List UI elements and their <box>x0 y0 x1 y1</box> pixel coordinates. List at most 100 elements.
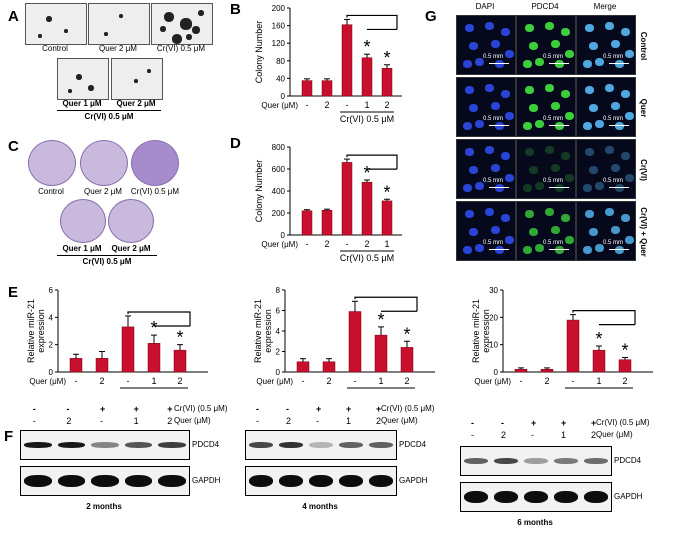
chart-b: B 0 40 80 120 160 200 Colony Number - 2 - * 1 * 2 Quer … <box>230 1 402 124</box>
chart-e1-ytick-label-1: 2 <box>49 341 54 350</box>
g-image-1-2: 0.5 mm <box>576 77 636 137</box>
scale-bar <box>609 125 629 126</box>
scale-bar <box>609 249 629 250</box>
chart-e1-bar-3 <box>147 343 161 373</box>
a-top-label-1: Quer 2 μM <box>99 44 137 53</box>
nucleus <box>529 104 538 112</box>
nucleus <box>615 60 624 68</box>
f0-quer-0: - <box>32 416 36 426</box>
chart-e1-cat-0: - <box>75 376 78 386</box>
c-bottom-label-1: Quer 2 μM <box>111 244 151 253</box>
nucleus <box>463 122 472 130</box>
chart-e3-bar-2 <box>566 319 580 373</box>
blot-band <box>554 458 578 464</box>
chart-e3-cat-4: 2 <box>622 376 627 386</box>
f1-time-label: 4 months <box>302 502 338 511</box>
g-image-2-0: 0.5 mm <box>456 139 516 199</box>
chart-e1-xlabel: Quer (μM) <box>29 377 66 386</box>
scale-label: 0.5 mm <box>483 54 504 60</box>
f0-time-label: 2 months <box>86 502 122 511</box>
f0-crvi-label: Cr(VI) (0.5 μM) <box>174 404 228 413</box>
panel-label-c: C <box>8 138 19 155</box>
chart-d-bracket <box>346 154 398 170</box>
nucleus <box>605 146 614 154</box>
chart-d-ytick-label-2: 400 <box>272 187 286 196</box>
chart-e2-bar-1 <box>322 361 336 373</box>
chart-d-star-3: * <box>363 163 370 183</box>
f2-quer-3: 1 <box>561 430 567 440</box>
chart-e2-cat-0: - <box>302 376 305 386</box>
chart-e2-star-3: * <box>377 310 384 330</box>
f1-crvi-0: - <box>256 404 259 414</box>
nucleus <box>491 40 500 48</box>
g-image-0-0: 0.5 mm <box>456 15 516 75</box>
nucleus <box>585 148 594 156</box>
nucleus <box>561 28 570 36</box>
chart-b-bar-3 <box>361 57 373 97</box>
blot-band <box>124 475 153 487</box>
nucleus <box>469 228 478 236</box>
f1-gapdh-label: GAPDH <box>399 476 428 485</box>
chart-e3-star-4: * <box>621 341 628 361</box>
nucleus <box>585 210 594 218</box>
colony-dot <box>172 34 182 44</box>
nucleus <box>561 214 570 222</box>
chart-e3-ytick-label-2: 20 <box>489 313 498 322</box>
nucleus <box>589 42 598 50</box>
blot-band <box>369 442 393 448</box>
nucleus <box>615 184 624 192</box>
colony-image-crvi-quer1 <box>57 58 109 100</box>
colony-dot <box>119 14 123 18</box>
chart-e1-ytick-label-0: 0 <box>49 368 54 377</box>
nucleus <box>525 148 534 156</box>
nucleus <box>501 28 510 36</box>
nucleus <box>611 164 620 172</box>
chart-e3-ytick-label-3: 30 <box>489 286 498 295</box>
chart-e3-cat-2: - <box>572 376 575 386</box>
chart-e1-star-4: * <box>176 328 183 348</box>
nucleus <box>583 122 592 130</box>
nucleus <box>529 228 538 236</box>
colony-dot <box>38 34 42 38</box>
nucleus <box>535 58 544 66</box>
f0-pdcd4-blot <box>20 430 190 460</box>
chart-e1-cat-3: 1 <box>151 376 156 386</box>
blot-band <box>584 458 608 464</box>
chart-b-bracket <box>346 14 398 30</box>
chart-b-ytick-label-5: 200 <box>272 4 286 13</box>
a-group-line <box>57 110 161 111</box>
nucleus <box>491 102 500 110</box>
chart-d-title: D <box>230 135 241 152</box>
f2-crvi-1: - <box>501 418 504 428</box>
f2-quer-0: - <box>471 430 474 440</box>
nucleus <box>475 182 484 190</box>
chart-e3-cat-1: 2 <box>544 376 549 386</box>
a-bottom-label-1: Quer 2 μM <box>116 99 156 108</box>
nucleus <box>621 28 630 36</box>
chart-b-ylabel: Colony Number <box>254 21 264 84</box>
chart-d-ytick-label-4: 800 <box>272 143 286 152</box>
nucleus <box>565 236 574 244</box>
nucleus <box>589 104 598 112</box>
colony-dot <box>192 26 200 34</box>
western-blots: - - + + + -2-1 2 Cr(VI) (0.5 μM) Quer (μM) PDCD4 G… <box>0 400 680 534</box>
scale-bar <box>549 125 569 126</box>
chart-b-ytick-label-2: 80 <box>276 57 285 66</box>
g-col-header-0: DAPI <box>475 2 495 11</box>
g-row-label-0: Control <box>639 31 648 61</box>
nucleus <box>625 236 634 244</box>
blot-band <box>309 475 333 487</box>
chart-e3-ytick-label-0: 0 <box>494 368 499 377</box>
nucleus <box>545 146 554 154</box>
chart-b-ytick-label-3: 120 <box>272 39 286 48</box>
a-top-label-0: Control <box>42 44 68 53</box>
scale-bar <box>489 249 509 250</box>
nucleus <box>485 208 494 216</box>
f2-pdcd4-label: PDCD4 <box>614 456 642 465</box>
nucleus <box>505 236 514 244</box>
nucleus <box>463 184 472 192</box>
chart-d-ytick-label-3: 600 <box>272 165 286 174</box>
panel-label-a: A <box>8 8 19 25</box>
blot-band <box>464 491 488 503</box>
nucleus <box>551 102 560 110</box>
